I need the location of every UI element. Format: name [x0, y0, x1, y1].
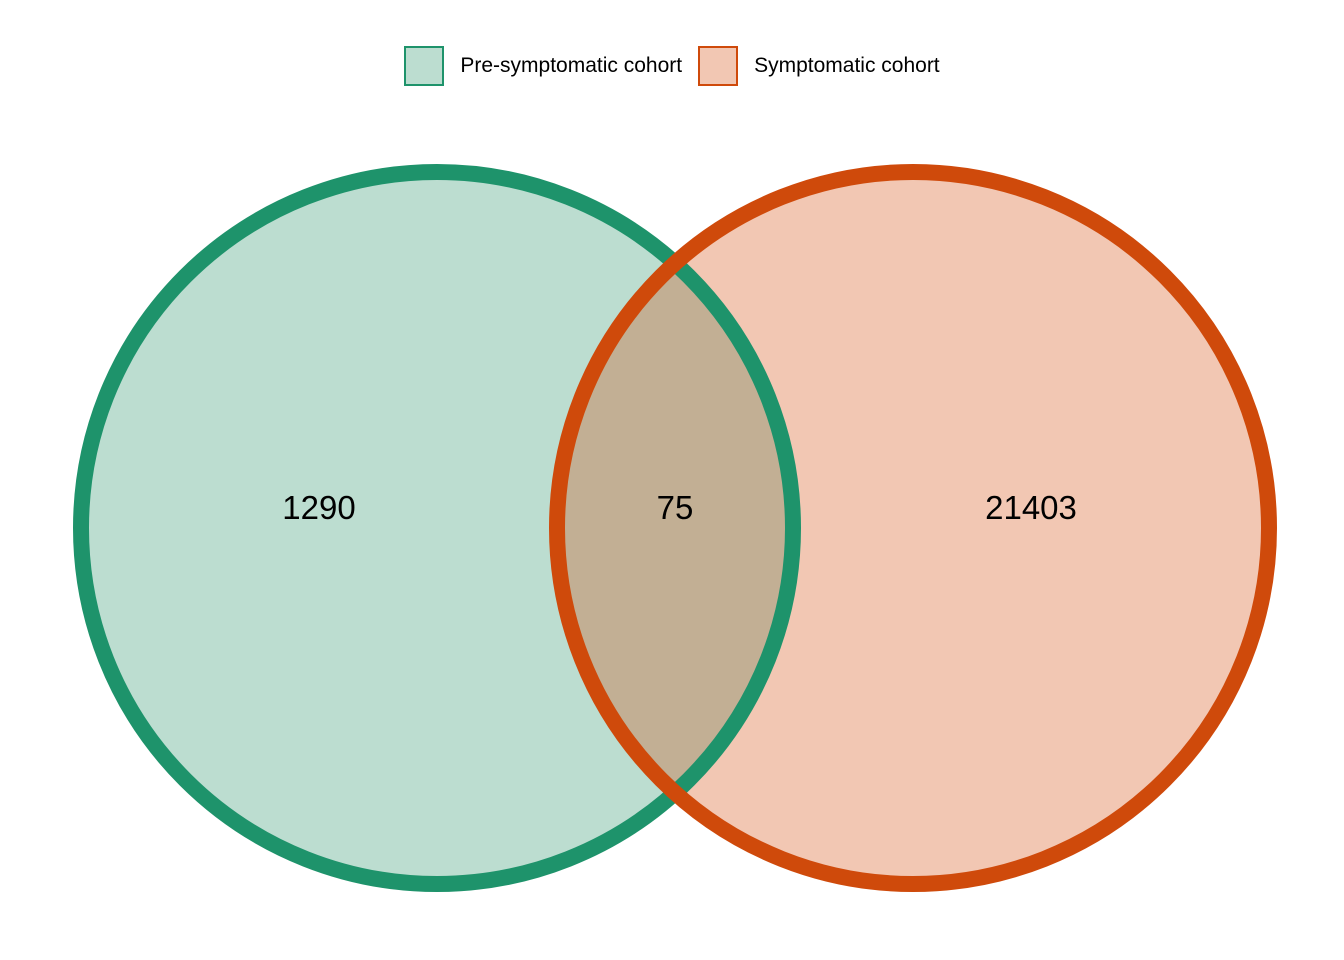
legend-label-pre-symptomatic: Pre-symptomatic cohort: [460, 54, 683, 77]
legend: Pre-symptomatic cohort Symptomatic cohor…: [0, 46, 1344, 86]
legend-swatch-pre-symptomatic: [404, 46, 445, 86]
overlap-region-fill: [557, 172, 793, 884]
legend-item-pre-symptomatic: Pre-symptomatic cohort: [404, 46, 682, 86]
circle-symptomatic-outline: [549, 164, 1277, 892]
count-overlap: 75: [657, 489, 694, 526]
count-symptomatic-only: 21403: [985, 489, 1077, 526]
legend-item-symptomatic: Symptomatic cohort: [698, 46, 940, 86]
legend-label-symptomatic: Symptomatic cohort: [754, 54, 940, 77]
legend-swatch-symptomatic: [698, 46, 739, 86]
count-pre-symptomatic-only: 1290: [282, 489, 355, 526]
circle-pre-symptomatic-outline: [73, 164, 801, 892]
